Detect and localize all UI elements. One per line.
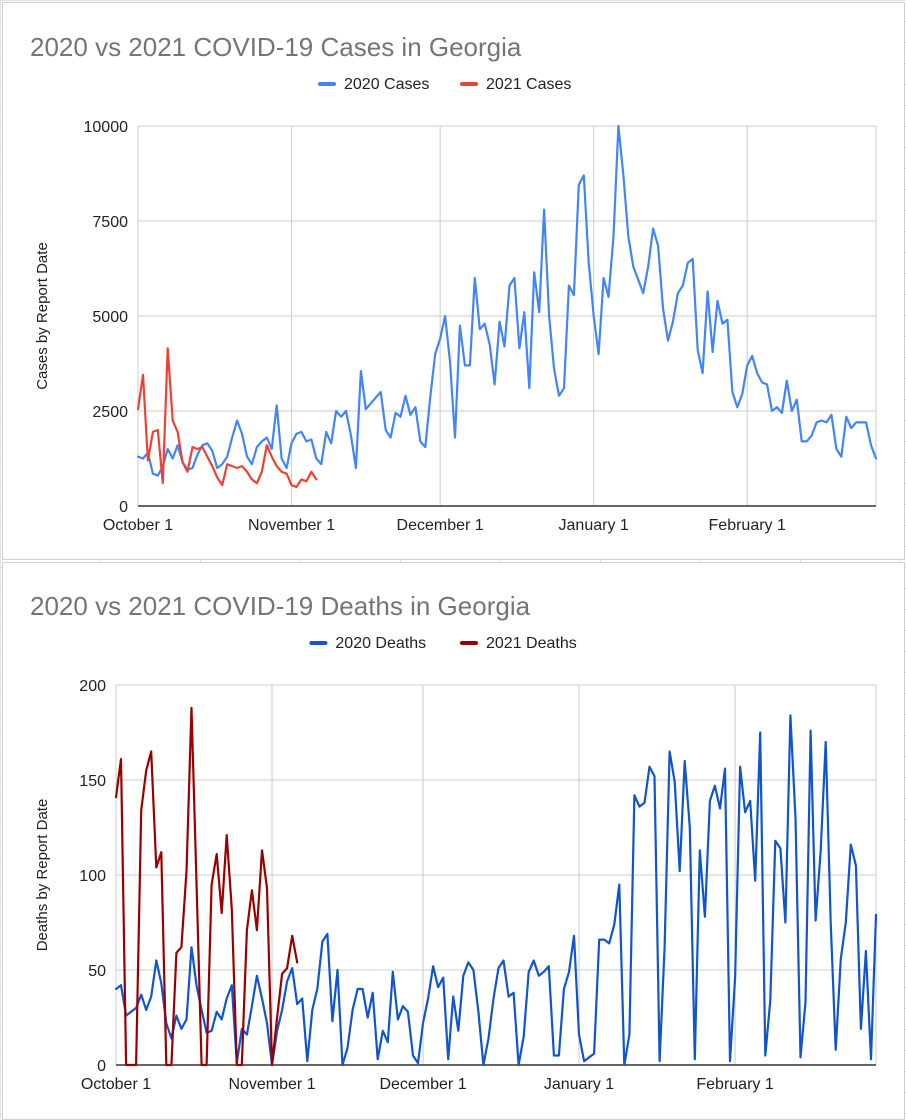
legend-label: 2020 Deaths <box>335 635 426 652</box>
legend-label: 2020 Cases <box>344 76 429 93</box>
y-axis-label: Deaths by Report Date <box>34 799 51 952</box>
y-tick-label: 0 <box>119 499 128 516</box>
chart-title: 2020 vs 2021 COVID-19 Cases in Georgia <box>30 32 522 62</box>
y-tick-label: 100 <box>79 868 106 885</box>
y-tick-label: 0 <box>97 1058 106 1075</box>
chart-title: 2020 vs 2021 COVID-19 Deaths in Georgia <box>30 591 531 621</box>
series-line-2020-cases <box>138 126 876 476</box>
legend-label: 2021 Cases <box>486 76 571 93</box>
cases-chart: 2020 vs 2021 COVID-19 Cases in Georgia 20… <box>3 3 904 559</box>
x-tick-label: December 1 <box>397 517 484 534</box>
x-tick-label: November 1 <box>248 517 335 534</box>
x-tick-label: November 1 <box>228 1076 315 1093</box>
series-line-2021-deaths <box>116 708 297 1065</box>
legend-label: 2021 Deaths <box>486 635 577 652</box>
series-line-2021-cases <box>138 348 316 487</box>
x-tick-label: February 1 <box>696 1076 773 1093</box>
x-tick-label: December 1 <box>379 1076 466 1093</box>
y-tick-label: 150 <box>79 773 106 790</box>
y-tick-label: 7500 <box>92 214 128 231</box>
y-tick-label: 200 <box>79 678 106 695</box>
y-tick-label: 5000 <box>92 309 128 326</box>
x-tick-label: October 1 <box>103 517 173 534</box>
deaths-chart: 2020 vs 2021 COVID-19 Deaths in Georgia 2… <box>3 563 904 1119</box>
y-tick-label: 2500 <box>92 404 128 421</box>
y-tick-label: 50 <box>88 963 106 980</box>
x-tick-label: October 1 <box>81 1076 151 1093</box>
x-tick-label: January 1 <box>559 517 629 534</box>
y-tick-label: 10000 <box>84 119 129 136</box>
cases-chart-panel[interactable]: 2020 vs 2021 COVID-19 Cases in Georgia 20… <box>2 2 905 560</box>
y-axis-label: Cases by Report Date <box>34 242 51 390</box>
x-tick-label: February 1 <box>709 517 786 534</box>
deaths-chart-panel[interactable]: 2020 vs 2021 COVID-19 Deaths in Georgia 2… <box>2 562 905 1120</box>
x-tick-label: January 1 <box>544 1076 614 1093</box>
